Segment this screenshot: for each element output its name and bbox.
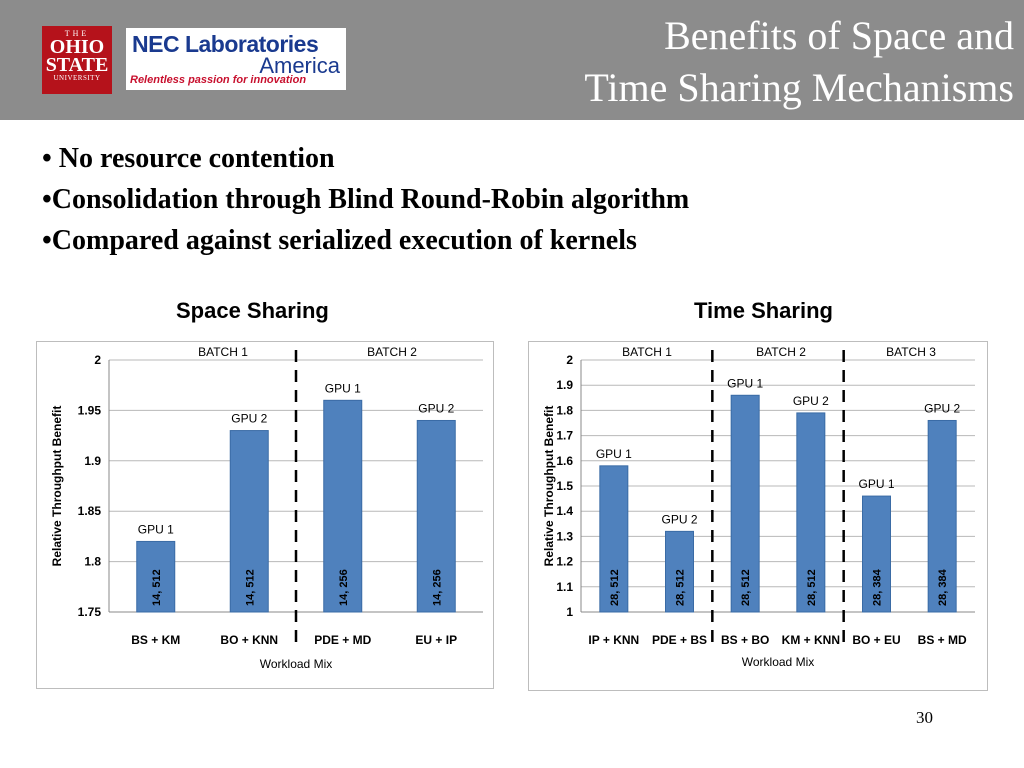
bar-config-label: 14, 256: [431, 569, 443, 606]
gpu-label: GPU 2: [793, 394, 829, 408]
category-label: BO + KNN: [220, 633, 278, 647]
bar: [927, 419, 957, 613]
time-sharing-chart: 1 1.1 1.2 1.3 1.4 1.5 1.6 1.7 1.8 1.9 2 GPU 1 28, 51…: [542, 345, 975, 669]
osu-logo-the: THE: [64, 29, 90, 38]
space-sharing-chart: 1.75 1.8 1.85 1.9 1.95 2 GPU 1 14, 512 BS + KM GP…: [50, 345, 483, 671]
category-label: BS + BO: [721, 633, 769, 647]
y-tick-label: 1.9: [556, 378, 573, 392]
bar-config-label: 28, 384: [872, 568, 884, 606]
category-label: IP + KNN: [588, 633, 639, 647]
slide-title-line2: Time Sharing Mechanisms: [584, 65, 1014, 110]
x-axis-title: Workload Mix: [742, 655, 814, 669]
nec-logo-america: America: [259, 53, 340, 78]
y-axis-title: Relative Throughput Benefit: [542, 406, 556, 567]
nec-logo-name: NEC Laboratories: [132, 31, 319, 57]
bar-config-label: 14, 256: [338, 569, 350, 606]
y-tick-label: 2: [566, 353, 573, 367]
gpu-label: GPU 1: [858, 477, 894, 491]
bar: [136, 540, 176, 613]
y-tick-label: 1.2: [556, 555, 573, 569]
category-label: BO + EU: [852, 633, 900, 647]
bar-config-label: 14, 512: [244, 569, 256, 606]
gpu-label: GPU 1: [325, 381, 361, 395]
space-sharing-subtitle: Space Sharing: [176, 298, 329, 323]
gpu-label: GPU 2: [231, 412, 267, 426]
bar: [599, 465, 629, 613]
category-label: EU + IP: [415, 633, 457, 647]
x-axis-title: Workload Mix: [260, 657, 332, 671]
category-label: BS + MD: [918, 633, 967, 647]
nec-logo-tagline: Relentless passion for innovation: [130, 74, 307, 86]
bar: [730, 394, 760, 613]
bar-config-label: 28, 512: [609, 569, 621, 606]
bullet-item: •Consolidation through Blind Round-Robin…: [42, 184, 690, 215]
bar: [862, 495, 891, 613]
bar: [229, 430, 269, 613]
gpu-label: GPU 1: [138, 522, 174, 536]
y-tick-label: 1.85: [78, 504, 102, 518]
y-tick-label: 1: [566, 605, 573, 619]
space-sharing-chart-frame: 1.75 1.8 1.85 1.9 1.95 2 GPU 1 14, 512 BS + KM GP…: [36, 341, 494, 689]
bullet-item: •Compared against serialized execution o…: [42, 225, 637, 256]
time-sharing-subtitle: Time Sharing: [694, 298, 833, 323]
batch-label: BATCH 2: [756, 345, 806, 359]
batch-label: BATCH 3: [886, 345, 936, 359]
y-tick-label: 1.9: [84, 454, 101, 468]
batch-label: BATCH 1: [622, 345, 672, 359]
bullet-list: • No resource contention •Consolidation …: [42, 138, 689, 261]
bullet-item: • No resource contention: [42, 143, 335, 174]
bar: [323, 399, 363, 613]
y-tick-label: 1.8: [556, 403, 573, 417]
y-tick-label: 1.1: [556, 580, 573, 594]
y-tick-label: 1.4: [556, 504, 573, 518]
bar: [796, 412, 826, 613]
bar-config-label: 28, 512: [675, 569, 687, 606]
osu-logo-ohio: OHIO: [49, 36, 105, 58]
y-tick-label: 1.5: [556, 479, 573, 493]
slide-title: Benefits of Space and Time Sharing Mecha…: [584, 10, 1014, 114]
osu-logo-state: STATE: [45, 54, 109, 76]
gpu-label: GPU 2: [661, 512, 697, 526]
gpu-label: GPU 1: [596, 447, 632, 461]
gpu-label: GPU 2: [418, 401, 454, 415]
y-tick-label: 1.75: [78, 605, 102, 619]
bar: [416, 419, 456, 613]
bar-config-label: 14, 512: [151, 569, 163, 606]
time-sharing-chart-frame: 1 1.1 1.2 1.3 1.4 1.5 1.6 1.7 1.8 1.9 2 GPU 1 28, 51…: [528, 341, 988, 691]
y-axis-title: Relative Throughput Benefit: [50, 406, 64, 567]
category-label: PDE + BS: [652, 633, 707, 647]
y-tick-label: 1.3: [556, 529, 573, 543]
page-number: 30: [916, 708, 933, 727]
bar-config-label: 28, 384: [937, 568, 949, 606]
slide-title-line1: Benefits of Space and: [664, 13, 1014, 58]
gpu-label: GPU 1: [727, 376, 763, 390]
bar: [665, 530, 694, 613]
y-tick-label: 1.95: [78, 403, 102, 417]
y-tick-label: 1.7: [556, 429, 573, 443]
bar-config-label: 28, 512: [806, 569, 818, 606]
y-tick-label: 2: [94, 353, 101, 367]
y-tick-label: 1.8: [84, 555, 101, 569]
y-tick-label: 1.6: [556, 454, 573, 468]
category-label: BS + KM: [131, 633, 180, 647]
ohio-state-logo: THE OHIO STATE UNIVERSITY: [42, 26, 112, 94]
batch-label: BATCH 2: [367, 345, 417, 359]
osu-logo-university: UNIVERSITY: [53, 74, 101, 82]
nec-laboratories-logo: NEC Laboratories America Relentless pass…: [126, 28, 346, 90]
gpu-label: GPU 2: [924, 401, 960, 415]
title-bar: THE OHIO STATE UNIVERSITY NEC Laboratori…: [0, 0, 1024, 120]
bar-config-label: 28, 512: [740, 569, 752, 606]
batch-label: BATCH 1: [198, 345, 248, 359]
category-label: PDE + MD: [314, 633, 371, 647]
category-label: KM + KNN: [782, 633, 840, 647]
